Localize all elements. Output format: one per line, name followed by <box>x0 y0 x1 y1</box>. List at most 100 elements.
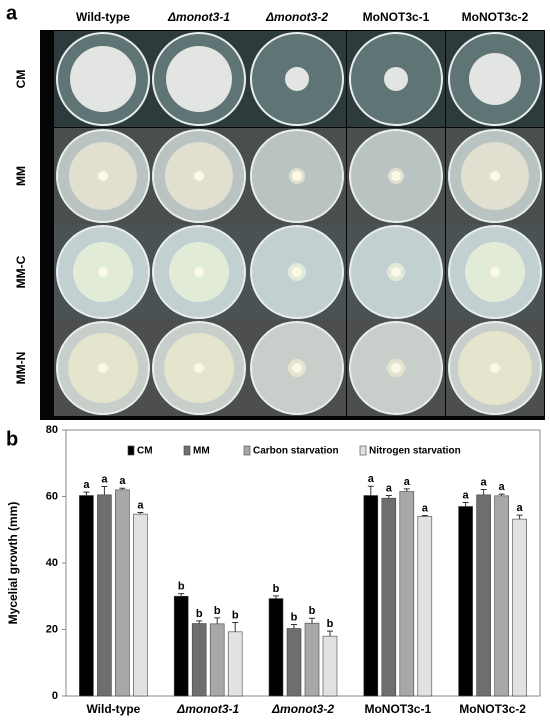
row-label: MM-N <box>14 352 28 385</box>
colony-center <box>490 363 500 373</box>
legend-swatch <box>127 445 135 456</box>
error-bar <box>178 593 185 597</box>
error-bar <box>498 493 505 496</box>
error-bar <box>462 501 469 507</box>
significance-letter: b <box>178 580 185 592</box>
x-tick-label: Δmonot3-2 <box>271 702 334 716</box>
error-bar <box>385 495 392 499</box>
significance-letter: a <box>386 482 393 494</box>
y-tick-label: 0 <box>52 690 58 702</box>
significance-letter: a <box>499 481 506 493</box>
significance-letter: a <box>368 473 375 485</box>
significance-letter: b <box>327 618 334 630</box>
row-label: MM <box>14 166 28 186</box>
y-tick-label: 20 <box>46 623 58 635</box>
bar <box>209 623 225 697</box>
error-bar <box>480 489 487 495</box>
bar <box>227 631 243 697</box>
legend-swatch <box>359 445 367 456</box>
bar <box>115 489 130 697</box>
bar <box>381 497 397 697</box>
colony <box>285 67 309 91</box>
column-header: MoNOT3c-2 <box>462 10 529 24</box>
bar <box>417 516 433 697</box>
row-label: MM-C <box>14 255 28 288</box>
x-tick-label: MoNOT3c-1 <box>364 702 431 716</box>
significance-letter: b <box>309 605 316 617</box>
colony-center <box>194 171 204 181</box>
bar <box>476 494 491 697</box>
significance-letter: b <box>273 583 280 595</box>
colony-center <box>98 267 108 277</box>
significance-letter: b <box>196 608 203 620</box>
legend-label: Nitrogen starvation <box>369 446 461 457</box>
bar <box>268 598 284 697</box>
colony <box>469 53 521 105</box>
bar <box>304 622 320 697</box>
column-header: MoNOT3c-1 <box>363 10 430 24</box>
y-axis-label: Mycelial growth (mm) <box>6 502 20 625</box>
error-bar <box>421 514 428 517</box>
x-tick-label: MoNOT3c-2 <box>459 702 526 716</box>
error-bar <box>83 491 90 496</box>
y-tick-label: 80 <box>46 424 58 436</box>
legend-label: CM <box>137 446 153 457</box>
colony-center <box>194 363 204 373</box>
legend-swatch <box>243 445 251 456</box>
panel-label: b <box>6 428 18 450</box>
significance-letter: b <box>291 611 298 623</box>
error-bar <box>101 486 108 495</box>
colony-center <box>98 363 108 373</box>
legend-label: MM <box>193 446 210 457</box>
significance-letter: a <box>101 473 108 485</box>
error-bar <box>291 624 297 629</box>
colony <box>70 46 136 112</box>
y-tick-label: 60 <box>46 490 58 502</box>
bar <box>363 495 379 697</box>
error-bar <box>196 620 203 624</box>
x-tick-label: Wild-type <box>86 702 140 716</box>
error-bar <box>214 617 221 624</box>
error-bar <box>119 487 126 490</box>
column-header: Δmonot3-1 <box>167 10 230 24</box>
significance-letter: a <box>517 502 524 514</box>
significance-letter: a <box>422 502 429 514</box>
bar <box>399 491 415 697</box>
colony-center <box>292 363 302 373</box>
colony-center <box>391 363 401 373</box>
error-bar <box>273 595 279 599</box>
bar <box>97 494 112 697</box>
bar <box>494 495 509 697</box>
colony-center <box>292 267 302 277</box>
bar <box>173 595 189 697</box>
bar <box>133 513 148 697</box>
legend-swatch <box>183 445 191 456</box>
bar <box>191 623 207 697</box>
significance-letter: a <box>83 479 90 491</box>
error-bar <box>232 622 239 632</box>
colony-center <box>194 267 204 277</box>
column-header: Wild-type <box>76 10 130 24</box>
significance-letter: a <box>119 475 126 487</box>
colony-center <box>490 267 500 277</box>
row-label: CM <box>14 70 28 89</box>
colony <box>166 46 232 112</box>
bar <box>286 628 302 697</box>
significance-letter: a <box>404 476 411 488</box>
error-bar <box>137 511 144 515</box>
error-bar <box>516 514 523 520</box>
colony-center <box>292 171 302 181</box>
panel-label: a <box>6 2 18 24</box>
error-bar <box>327 630 333 637</box>
bar <box>79 495 94 697</box>
significance-letter: b <box>232 609 239 621</box>
colony-center <box>490 171 500 181</box>
y-tick-label: 40 <box>46 557 58 569</box>
legend-label: Carbon starvation <box>253 446 339 457</box>
error-bar <box>367 485 374 496</box>
significance-letter: a <box>137 499 144 511</box>
column-header: Δmonot3-2 <box>265 10 328 24</box>
bar <box>458 506 473 697</box>
bar <box>322 635 338 697</box>
